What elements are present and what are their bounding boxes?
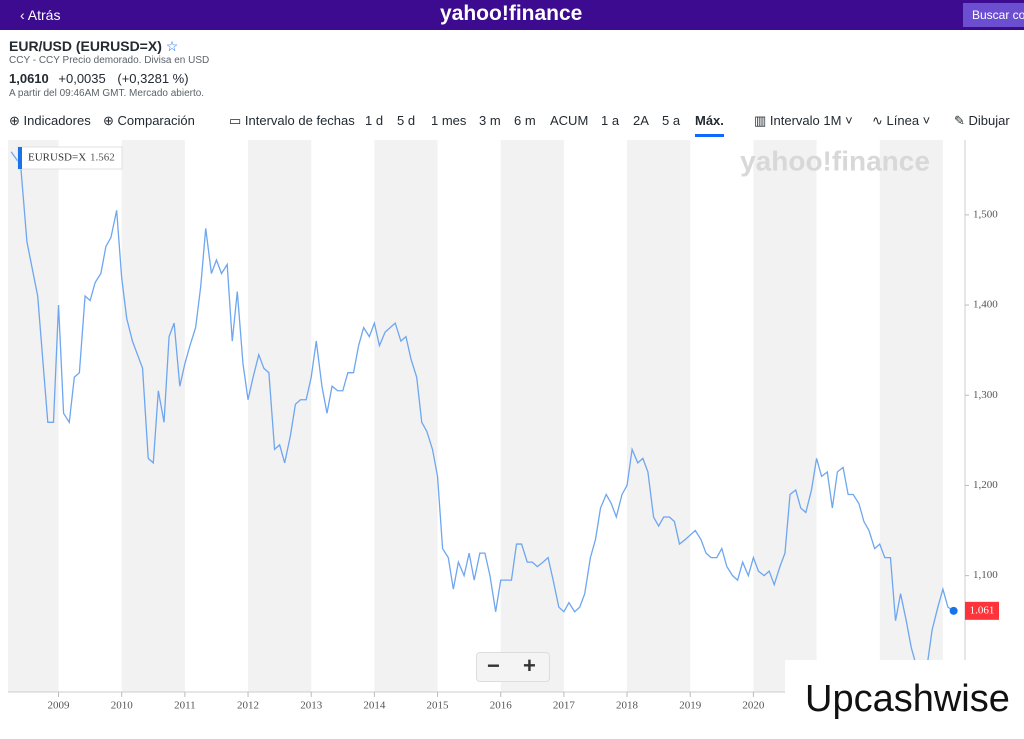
price-line bbox=[10, 151, 954, 687]
range-button[interactable]: 1 a bbox=[601, 113, 620, 128]
price: 1,0610 bbox=[9, 71, 49, 86]
indicators[interactable]: ⊕ Indicadores bbox=[9, 113, 91, 128]
zoom-controls: − + bbox=[476, 652, 550, 682]
range-button[interactable]: 5 d bbox=[397, 113, 416, 128]
value: 1M bbox=[823, 113, 842, 128]
year-band bbox=[374, 140, 438, 692]
legend-swatch bbox=[18, 147, 22, 169]
change: +0,0035 bbox=[58, 71, 106, 86]
year-band bbox=[248, 140, 312, 692]
back-button[interactable]: ‹ Atrás bbox=[20, 7, 61, 23]
range-button[interactable]: 1 mes bbox=[431, 113, 467, 128]
x-tick-label: 2018 bbox=[616, 700, 639, 712]
last-value-label: 1.061 bbox=[970, 604, 995, 616]
y-tick-label: 1,100 bbox=[973, 569, 998, 581]
zoom-in[interactable]: + bbox=[523, 653, 536, 678]
year-band bbox=[8, 140, 59, 692]
chart-type[interactable]: ∿ Línea ˅ bbox=[872, 113, 931, 128]
range-button[interactable]: 3 m bbox=[479, 113, 501, 128]
last-point bbox=[949, 606, 958, 615]
comparison[interactable]: ⊕ Comparación bbox=[103, 113, 195, 128]
y-tick-label: 1,300 bbox=[973, 389, 998, 401]
x-tick-label: 2013 bbox=[300, 700, 323, 712]
label: Dibujar bbox=[968, 113, 1010, 128]
legend-name: EURUSD=X bbox=[28, 152, 86, 164]
price-row: 1,0610 +0,0035 (+0,3281 %) bbox=[9, 71, 189, 86]
x-tick-label: 2020 bbox=[742, 700, 765, 712]
title: EUR/USD (EURUSD=X) bbox=[9, 38, 162, 54]
label: Línea bbox=[886, 113, 920, 128]
draw[interactable]: ✎ Dibujar bbox=[954, 113, 1010, 128]
y-tick-label: 1,500 bbox=[973, 208, 998, 220]
x-tick-label: 2014 bbox=[363, 700, 386, 712]
x-tick-label: 2019 bbox=[679, 700, 702, 712]
range-button[interactable]: 2A bbox=[633, 113, 649, 128]
range-button[interactable]: 1 d bbox=[365, 113, 384, 128]
range-button[interactable]: Máx. bbox=[695, 113, 724, 137]
x-tick-label: 2010 bbox=[111, 700, 134, 712]
legend-value: 1.562 bbox=[90, 152, 115, 164]
back-label: Atrás bbox=[27, 7, 61, 23]
x-tick-label: 2015 bbox=[427, 700, 450, 712]
subtitle: CCY - CCY Precio demorado. Divisa en USD bbox=[9, 55, 210, 66]
x-tick-label: 2011 bbox=[174, 700, 196, 712]
year-band bbox=[627, 140, 691, 692]
timestamp: A partir del 09:46AM GMT. Mercado abiert… bbox=[9, 88, 205, 99]
brand: Upcashwise bbox=[805, 678, 1010, 720]
zoom-out[interactable]: − bbox=[487, 653, 500, 678]
x-tick-label: 2009 bbox=[48, 700, 71, 712]
label: Intervalo bbox=[769, 113, 820, 128]
year-band bbox=[500, 140, 564, 692]
star[interactable]: ☆ bbox=[165, 38, 179, 54]
year-band bbox=[753, 140, 817, 692]
y-tick-label: 1,400 bbox=[973, 299, 998, 311]
year-band bbox=[879, 140, 943, 692]
year-band bbox=[121, 140, 185, 692]
x-tick-label: 2012 bbox=[237, 700, 259, 712]
header: ‹ Atrás yahoo!finance Buscar co bbox=[0, 0, 1024, 30]
range-button[interactable]: ACUM bbox=[550, 113, 589, 128]
label: Comparación bbox=[117, 113, 195, 128]
search-button[interactable]: Buscar co bbox=[963, 3, 1024, 27]
change-pct: (+0,3281 %) bbox=[117, 71, 189, 86]
logo[interactable]: yahoo!finance bbox=[440, 2, 583, 25]
watermark: yahoo!finance bbox=[740, 145, 930, 176]
label: Indicadores bbox=[23, 113, 91, 128]
range-button[interactable]: 6 m bbox=[514, 113, 536, 128]
x-tick-label: 2016 bbox=[490, 700, 513, 712]
label: Intervalo de fechas bbox=[244, 113, 355, 128]
last-value-box bbox=[965, 601, 999, 620]
brand-overlay: Upcashwise bbox=[785, 660, 1024, 739]
x-tick-label: 2017 bbox=[553, 700, 576, 712]
range-button[interactable]: 5 a bbox=[662, 113, 681, 128]
date-range[interactable]: ▭ Intervalo de fechas bbox=[229, 113, 355, 128]
quote-title: EUR/USD (EURUSD=X) ☆ bbox=[9, 38, 178, 55]
interval[interactable]: ▥ Intervalo 1M ˅ bbox=[754, 113, 853, 128]
y-tick-label: 1,200 bbox=[973, 479, 998, 491]
